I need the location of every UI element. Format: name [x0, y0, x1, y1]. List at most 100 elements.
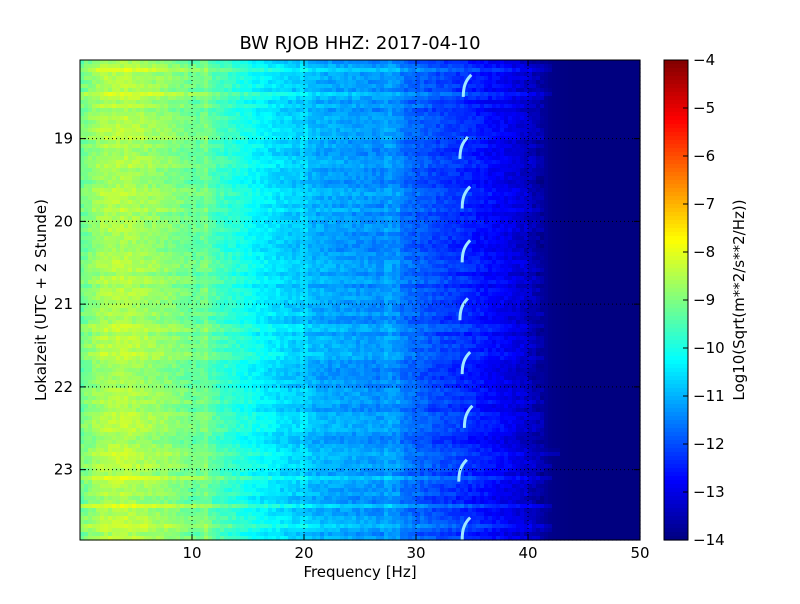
- spectrogram-cell: [168, 76, 173, 81]
- spectrogram-cell: [260, 124, 265, 129]
- spectrogram-cell: [248, 120, 253, 125]
- colorbar-label: Log10(Sqrt(m**2/s**2/Hz)): [730, 199, 748, 400]
- spectrogram-cell: [384, 60, 389, 65]
- spectrogram-cell: [200, 120, 205, 125]
- spectrogram-cell: [360, 64, 365, 69]
- spectrogram-cell: [576, 80, 581, 85]
- spectrogram-cell: [192, 68, 197, 73]
- spectrogram-cell: [172, 140, 177, 145]
- spectrogram-cell: [364, 140, 369, 145]
- spectrogram-cell: [604, 192, 609, 197]
- spectrogram-cell: [524, 60, 529, 65]
- spectrogram-cell: [316, 160, 321, 165]
- spectrogram-cell: [152, 112, 157, 117]
- spectrogram-cell: [376, 132, 381, 137]
- spectrogram-cell: [184, 144, 189, 149]
- spectrogram-cell: [484, 108, 489, 113]
- spectrogram-cell: [496, 140, 501, 145]
- spectrogram-cell: [588, 92, 593, 97]
- spectrogram-cell: [500, 104, 505, 109]
- spectrogram-cell: [144, 112, 149, 117]
- spectrogram-cell: [184, 168, 189, 173]
- spectrogram-cell: [180, 192, 185, 197]
- spectrogram-cell: [80, 72, 85, 77]
- spectrogram-cell: [420, 148, 425, 153]
- spectrogram-cell: [100, 164, 105, 169]
- spectrogram-cell: [632, 196, 637, 201]
- spectrogram-cell: [132, 160, 137, 165]
- spectrogram-cell: [88, 108, 93, 113]
- spectrogram-cell: [120, 144, 125, 149]
- spectrogram-cell: [152, 164, 157, 169]
- spectrogram-cell: [412, 180, 417, 185]
- spectrogram-cell: [280, 140, 285, 145]
- spectrogram-cell: [268, 104, 273, 109]
- spectrogram-cell: [316, 136, 321, 141]
- spectrogram-cell: [116, 116, 121, 121]
- spectrogram-cell: [400, 92, 405, 97]
- spectrogram-cell: [508, 88, 513, 93]
- spectrogram-cell: [356, 132, 361, 137]
- spectrogram-cell: [608, 80, 613, 85]
- spectrogram-cell: [212, 188, 217, 193]
- spectrogram-cell: [420, 72, 425, 77]
- spectrogram-cell: [348, 128, 353, 133]
- spectrogram-cell: [448, 184, 453, 189]
- spectrogram-cell: [516, 64, 521, 69]
- spectrogram-cell: [300, 88, 305, 93]
- spectrogram-cell: [416, 152, 421, 157]
- spectrogram-cell: [116, 120, 121, 125]
- spectrogram-cell: [136, 164, 141, 169]
- spectrogram-cell: [604, 164, 609, 169]
- spectrogram-cell: [488, 100, 493, 105]
- spectrogram-cell: [128, 180, 133, 185]
- spectrogram-cell: [144, 192, 149, 197]
- spectrogram-cell: [192, 88, 197, 93]
- spectrogram-cell: [396, 64, 401, 69]
- spectrogram-cell: [544, 188, 549, 193]
- spectrogram-cell: [300, 140, 305, 145]
- spectrogram-cell: [484, 104, 489, 109]
- spectrogram-cell: [112, 104, 117, 109]
- spectrogram-cell: [540, 188, 545, 193]
- spectrogram-cell: [420, 180, 425, 185]
- spectrogram-cell: [80, 116, 85, 121]
- spectrogram-cell: [384, 144, 389, 149]
- spectrogram-cell: [96, 112, 101, 117]
- spectrogram-cell: [236, 120, 241, 125]
- spectrogram-cell: [424, 140, 429, 145]
- spectrogram-cell: [324, 120, 329, 125]
- spectrogram-cell: [556, 192, 561, 197]
- spectrogram-cell: [444, 128, 449, 133]
- spectrogram-cell: [272, 192, 277, 197]
- spectrogram-cell: [500, 92, 505, 97]
- spectrogram-cell: [320, 172, 325, 177]
- spectrogram-cell: [396, 124, 401, 129]
- spectrogram-cell: [224, 184, 229, 189]
- spectrogram-cell: [324, 108, 329, 113]
- spectrogram-cell: [344, 72, 349, 77]
- spectrogram-cell: [400, 84, 405, 89]
- spectrogram-cell: [232, 108, 237, 113]
- spectrogram-cell: [304, 120, 309, 125]
- spectrogram-cell: [616, 156, 621, 161]
- spectrogram-cell: [612, 124, 617, 129]
- spectrogram-cell: [396, 120, 401, 125]
- spectrogram-cell: [400, 176, 405, 181]
- spectrogram-cell: [416, 172, 421, 177]
- spectrogram-cell: [364, 80, 369, 85]
- y-axis-label: Lokalzeit (UTC + 2 Stunde): [32, 199, 50, 401]
- spectrogram-cell: [572, 188, 577, 193]
- spectrogram-cell: [532, 172, 537, 177]
- spectrogram-cell: [300, 192, 305, 197]
- spectrogram-cell: [484, 176, 489, 181]
- spectrogram-cell: [636, 148, 641, 153]
- spectrogram-cell: [292, 124, 297, 129]
- spectrogram-cell: [600, 68, 605, 73]
- spectrogram-cell: [536, 164, 541, 169]
- spectrogram-cell: [416, 92, 421, 97]
- spectrogram-cell: [344, 152, 349, 157]
- spectrogram-cell: [520, 148, 525, 153]
- spectrogram-cell: [172, 64, 177, 69]
- spectrogram-cell: [508, 184, 513, 189]
